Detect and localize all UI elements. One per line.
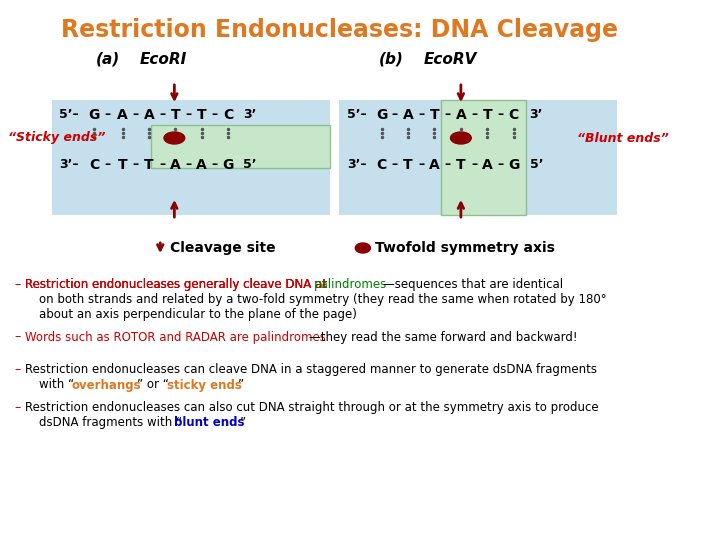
Text: A: A <box>482 158 492 172</box>
Text: A: A <box>117 108 128 122</box>
Text: Twofold symmetry axis: Twofold symmetry axis <box>375 241 555 255</box>
Text: Words such as ROTOR and RADAR are palindromes: Words such as ROTOR and RADAR are palind… <box>25 330 326 343</box>
Text: –: – <box>498 158 503 171</box>
Text: 5’–: 5’– <box>59 108 79 121</box>
Text: –: – <box>132 158 139 171</box>
Text: 3’: 3’ <box>530 108 543 121</box>
Text: –: – <box>212 158 218 171</box>
Text: sticky ends: sticky ends <box>168 379 243 392</box>
Text: “Blunt ends”: “Blunt ends” <box>577 132 669 145</box>
Text: Restriction endonucleases generally cleave DNA at: Restriction endonucleases generally clea… <box>25 278 331 291</box>
Text: –: – <box>471 108 477 121</box>
Text: palindromes: palindromes <box>314 278 387 291</box>
Text: T: T <box>403 158 413 172</box>
Text: Restriction endonucleases can cleave DNA in a staggered manner to generate dsDNA: Restriction endonucleases can cleave DNA… <box>25 363 598 376</box>
Text: –: – <box>212 108 218 121</box>
Text: Restriction endonucleases generally cleave DNA at: Restriction endonucleases generally clea… <box>25 278 331 291</box>
Ellipse shape <box>164 132 185 144</box>
Text: 3’–: 3’– <box>59 158 79 171</box>
Text: T: T <box>117 158 127 172</box>
Text: G: G <box>222 158 234 172</box>
Bar <box>441 100 526 215</box>
Text: A: A <box>456 108 467 122</box>
Text: C: C <box>508 108 519 122</box>
Text: –: – <box>498 108 503 121</box>
Text: –: – <box>392 158 398 171</box>
Text: Restriction endonucleases generally cleave DNA at: Restriction endonucleases generally clea… <box>25 278 331 291</box>
Text: with “: with “ <box>39 379 73 392</box>
Text: 5’: 5’ <box>530 158 543 171</box>
Text: on both strands and related by a two-fold symmetry (they read the same when rota: on both strands and related by a two-fol… <box>39 293 606 306</box>
Text: Restriction endonucleases can also cut DNA straight through or at the symmetry a: Restriction endonucleases can also cut D… <box>25 401 599 414</box>
Text: 5’–: 5’– <box>347 108 366 121</box>
Text: A: A <box>170 158 181 172</box>
Text: —they read the same forward and backward!: —they read the same forward and backward… <box>309 330 577 343</box>
Text: ”: ” <box>238 379 244 392</box>
Text: Restriction Endonucleases: DNA Cleavage: Restriction Endonucleases: DNA Cleavage <box>60 18 618 42</box>
Text: C: C <box>377 158 387 172</box>
Text: 3’–: 3’– <box>347 158 366 171</box>
Ellipse shape <box>451 132 472 144</box>
Text: —sequences that are identical: —sequences that are identical <box>382 278 563 291</box>
Text: –: – <box>132 108 139 121</box>
Text: ” or “: ” or “ <box>138 379 169 392</box>
Bar <box>52 100 330 215</box>
Text: –: – <box>186 158 192 171</box>
Text: –: – <box>159 158 165 171</box>
Text: A: A <box>429 158 440 172</box>
Text: –: – <box>471 158 477 171</box>
Text: 3’: 3’ <box>243 108 256 121</box>
Text: T: T <box>430 108 439 122</box>
Text: –: – <box>104 158 110 171</box>
Text: A: A <box>143 108 154 122</box>
Text: –: – <box>418 108 424 121</box>
Text: about an axis perpendicular to the plane of the page): about an axis perpendicular to the plane… <box>39 308 356 321</box>
Text: T: T <box>482 108 492 122</box>
Text: A: A <box>402 108 413 122</box>
Bar <box>150 125 330 168</box>
Text: EcoRV: EcoRV <box>424 52 477 67</box>
Text: T: T <box>197 108 207 122</box>
Ellipse shape <box>356 243 370 253</box>
Text: (a): (a) <box>96 52 120 67</box>
Text: T: T <box>456 158 466 172</box>
Text: blunt ends: blunt ends <box>174 416 244 429</box>
Text: EcoRI: EcoRI <box>140 52 186 67</box>
Text: –: – <box>14 278 20 291</box>
Text: overhangs: overhangs <box>72 379 141 392</box>
Text: ”: ” <box>240 416 246 429</box>
Text: –: – <box>445 158 451 171</box>
Text: G: G <box>376 108 387 122</box>
Text: –: – <box>14 363 20 376</box>
Text: 5’: 5’ <box>243 158 256 171</box>
Text: G: G <box>89 108 100 122</box>
Text: –: – <box>418 158 424 171</box>
Text: “Sticky ends”: “Sticky ends” <box>7 132 105 145</box>
Text: –: – <box>14 330 20 343</box>
Text: C: C <box>89 158 99 172</box>
Text: T: T <box>144 158 154 172</box>
Text: C: C <box>223 108 233 122</box>
Text: A: A <box>197 158 207 172</box>
Text: –: – <box>159 108 165 121</box>
Text: T: T <box>171 108 180 122</box>
Text: (b): (b) <box>379 52 404 67</box>
Text: Cleavage site: Cleavage site <box>170 241 275 255</box>
Text: –: – <box>104 108 110 121</box>
Text: –: – <box>186 108 192 121</box>
Text: –: – <box>445 108 451 121</box>
Text: –: – <box>392 108 398 121</box>
Text: dsDNA fragments with “: dsDNA fragments with “ <box>39 416 181 429</box>
Text: –: – <box>14 401 20 414</box>
Text: G: G <box>508 158 519 172</box>
Bar <box>339 100 617 215</box>
